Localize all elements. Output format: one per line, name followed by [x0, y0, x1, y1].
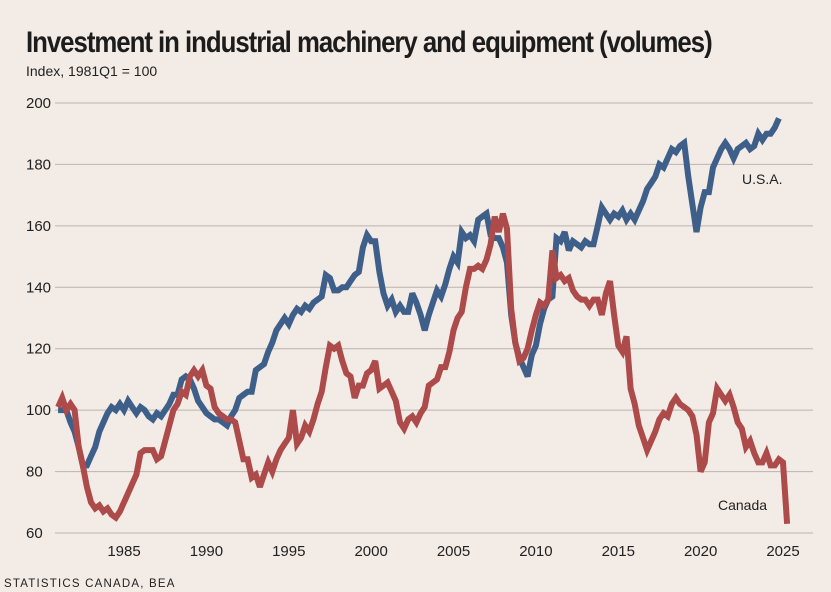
x-tick-label: 2000 — [354, 543, 387, 560]
y-tick-label: 160 — [26, 218, 51, 235]
y-tick-label: 140 — [26, 279, 51, 296]
x-axis-ticks: 1985 1990 1995 2000 2005 2010 2015 2020 2025 — [107, 543, 799, 560]
x-tick-label: 2020 — [684, 543, 717, 560]
y-tick-label: 60 — [26, 525, 43, 542]
y-axis-ticks: 60 80 100 120 140 160 180 200 — [26, 95, 51, 542]
y-tick-label: 120 — [26, 341, 51, 358]
x-tick-label: 1995 — [272, 543, 305, 560]
x-tick-label: 1990 — [190, 543, 223, 560]
x-tick-label: 2025 — [766, 543, 799, 560]
usa-series-label: U.S.A. — [742, 171, 782, 187]
chart-subtitle: Index, 1981Q1 = 100 — [26, 63, 158, 79]
series-labels: U.S.A. Canada — [718, 171, 782, 513]
series-line-usa — [58, 117, 782, 469]
x-tick-label: 2010 — [519, 543, 552, 560]
chart-title: Investment in industrial machinery and e… — [26, 26, 713, 59]
series-lines — [55, 117, 791, 524]
series-line-canada — [55, 212, 791, 524]
x-tick-label: 2005 — [437, 543, 470, 560]
y-tick-label: 100 — [26, 402, 51, 419]
source-note: STATISTICS CANADA, BEA — [4, 578, 176, 590]
y-tick-label: 180 — [26, 156, 51, 173]
canada-series-label: Canada — [718, 497, 767, 513]
x-tick-label: 1985 — [107, 543, 140, 560]
y-tick-label: 80 — [26, 464, 43, 481]
y-tick-label: 200 — [26, 95, 51, 112]
x-tick-label: 2015 — [602, 543, 635, 560]
